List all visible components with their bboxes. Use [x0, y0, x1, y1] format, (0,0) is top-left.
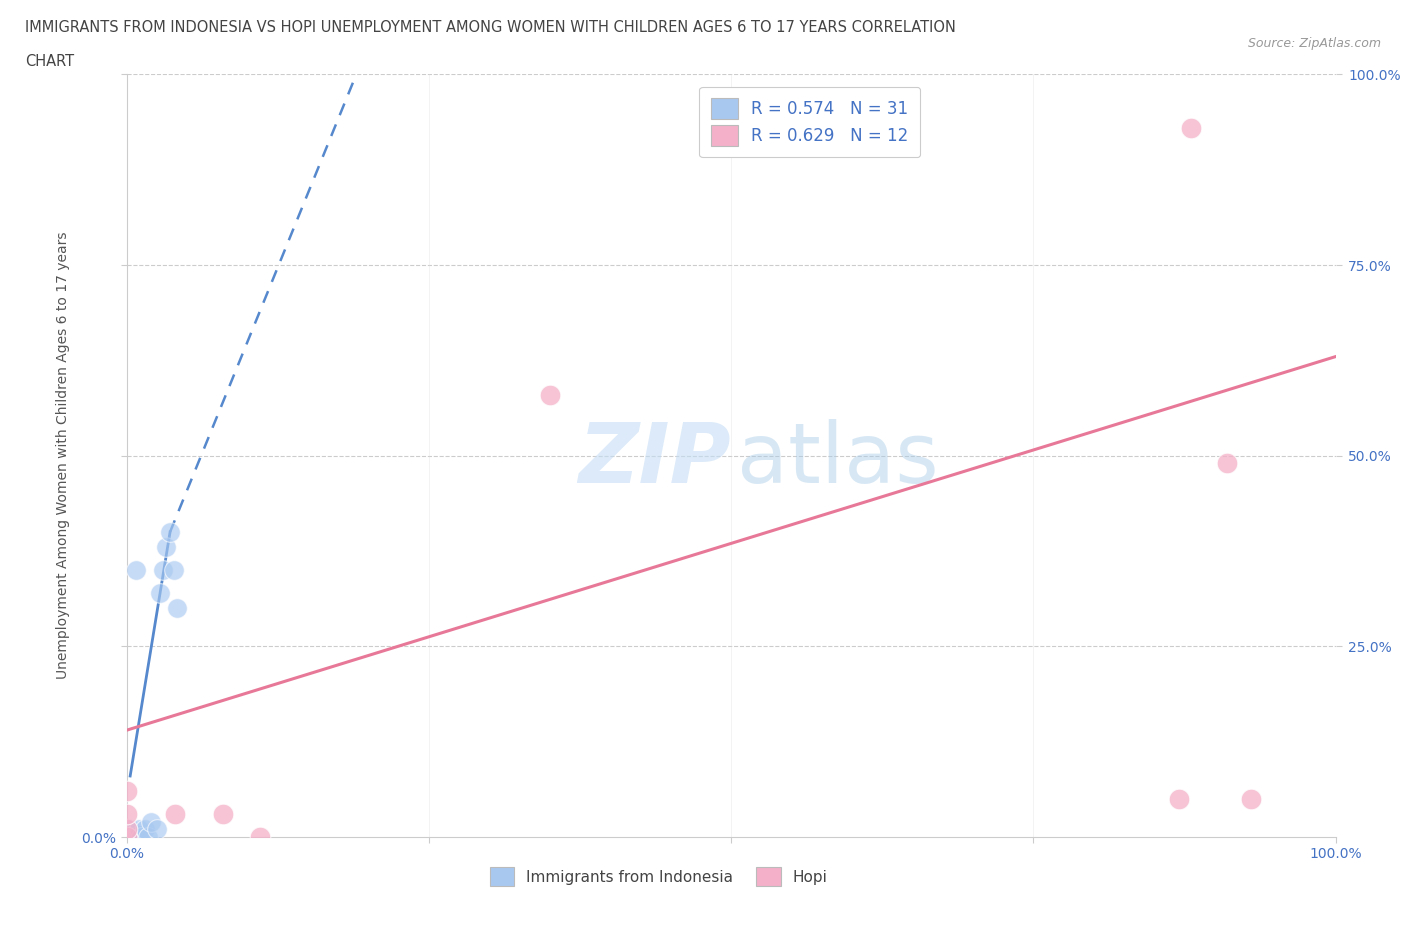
Text: ZIP: ZIP	[578, 419, 731, 500]
Point	[163, 806, 186, 821]
Point	[121, 830, 143, 844]
Point	[122, 830, 145, 844]
Point	[124, 830, 146, 844]
Point	[122, 828, 145, 843]
Point	[1167, 791, 1189, 806]
Point	[134, 822, 156, 837]
Point	[166, 601, 188, 616]
Point	[212, 806, 235, 821]
Point	[139, 815, 162, 830]
Point	[159, 525, 181, 539]
Point	[127, 830, 149, 844]
Point	[149, 586, 172, 601]
Point	[115, 822, 138, 837]
Point	[118, 823, 141, 838]
Point	[115, 784, 138, 799]
Point	[155, 539, 177, 554]
Point	[117, 830, 139, 844]
Point	[125, 830, 148, 844]
Text: Source: ZipAtlas.com: Source: ZipAtlas.com	[1247, 37, 1381, 50]
Point	[120, 830, 142, 844]
Text: IMMIGRANTS FROM INDONESIA VS HOPI UNEMPLOYMENT AMONG WOMEN WITH CHILDREN AGES 6 : IMMIGRANTS FROM INDONESIA VS HOPI UNEMPL…	[25, 20, 956, 35]
Point	[1180, 120, 1202, 135]
Point	[129, 830, 152, 844]
Point	[120, 822, 142, 837]
Point	[115, 830, 138, 844]
Text: atlas: atlas	[737, 419, 939, 500]
Text: CHART: CHART	[25, 54, 75, 69]
Point	[152, 563, 174, 578]
Point	[1216, 456, 1239, 471]
Point	[146, 822, 169, 837]
Point	[120, 826, 142, 841]
Point	[249, 830, 271, 844]
Point	[128, 828, 150, 843]
Point	[115, 806, 138, 821]
Point	[115, 830, 138, 844]
Point	[163, 563, 186, 578]
Point	[1240, 791, 1263, 806]
Y-axis label: Unemployment Among Women with Children Ages 6 to 17 years: Unemployment Among Women with Children A…	[56, 232, 70, 680]
Point	[125, 563, 148, 578]
Point	[120, 826, 142, 841]
Legend: Immigrants from Indonesia, Hopi: Immigrants from Indonesia, Hopi	[484, 861, 834, 892]
Point	[117, 826, 139, 841]
Point	[121, 826, 143, 841]
Point	[538, 387, 561, 402]
Point	[128, 822, 150, 837]
Point	[136, 830, 159, 844]
Point	[118, 830, 141, 844]
Point	[120, 830, 142, 844]
